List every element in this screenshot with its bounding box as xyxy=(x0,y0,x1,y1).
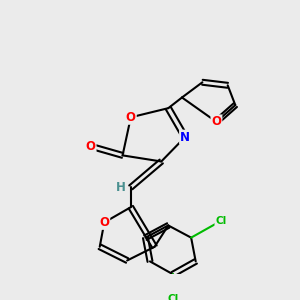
Text: Cl: Cl xyxy=(215,216,226,226)
Text: N: N xyxy=(180,130,190,144)
Text: Cl: Cl xyxy=(167,294,178,300)
Text: O: O xyxy=(126,111,136,124)
Text: O: O xyxy=(85,140,96,153)
Text: O: O xyxy=(99,216,109,229)
Text: O: O xyxy=(212,116,221,128)
Text: H: H xyxy=(116,181,126,194)
